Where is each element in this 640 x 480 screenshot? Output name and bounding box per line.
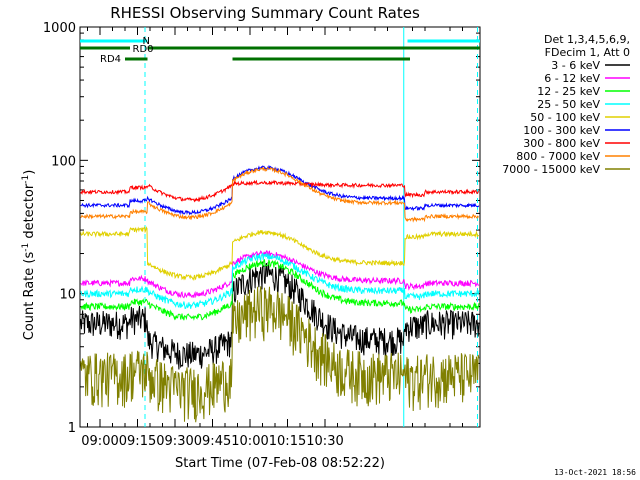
legend-entry-0: 3 - 6 keV [551, 59, 600, 72]
flag-label-rd4: RD4 [100, 54, 121, 65]
series-line-0 [80, 261, 480, 370]
footer-timestamp: 13-Oct-2021 18:56 [554, 468, 636, 477]
series-line-8 [80, 286, 480, 423]
series-line-1 [80, 250, 480, 299]
legend-entry-4: 50 - 100 keV [530, 111, 600, 124]
x-tick-label: 10:30 [306, 434, 343, 449]
y-axis-label-end: ) [22, 170, 37, 175]
chart-title: RHESSI Observing Summary Count Rates [110, 4, 420, 22]
plot-frame [79, 26, 481, 428]
flag-label-n: N [143, 36, 150, 47]
series-line-6 [80, 179, 480, 203]
y-axis-label-sup2: -1 [21, 175, 31, 184]
y-axis-label-sup1: -1 [21, 243, 31, 252]
series-line-7 [80, 166, 479, 223]
y-tick-label: 1 [68, 421, 76, 436]
legend: Det 1,3,4,5,6,9,FDecim 1, Att 03 - 6 keV… [502, 33, 630, 176]
plot-area: 1 10 100 1000 09:00 09:15 09:30 09:45 10:00 10:15… [43, 21, 481, 449]
series-line-2 [80, 258, 480, 321]
y-axis-label-main: Count Rate (s [22, 252, 37, 341]
legend-entry-6: 300 - 800 keV [523, 137, 600, 150]
legend-entry-5: 100 - 300 keV [523, 124, 600, 137]
legend-entry-2: 12 - 25 keV [537, 85, 600, 98]
x-axis-label: Start Time (07-Feb-08 08:52:22) [175, 456, 385, 471]
x-tick-label: 09:45 [194, 434, 231, 449]
x-tick-label: 09:30 [156, 434, 193, 449]
y-tick-label: 1000 [43, 21, 76, 36]
y-axis-label-mid: detector [22, 183, 37, 243]
y-tick-label: 100 [51, 154, 76, 169]
y-tick-label: 10 [59, 288, 76, 303]
x-tick-label: 09:00 [81, 434, 118, 449]
legend-entry-8: 7000 - 15000 keV [502, 163, 600, 176]
y-axis-label: Count Rate (s-1 detector-1) [21, 170, 37, 341]
series-line-3 [80, 252, 480, 310]
series-line-4 [80, 226, 480, 281]
x-tick-label: 10:15 [269, 434, 306, 449]
legend-entry-7: 800 - 7000 keV [516, 150, 600, 163]
legend-entry-3: 25 - 50 keV [537, 98, 600, 111]
flag-label-rd0: RD0 [133, 44, 154, 55]
x-tick-label: 10:00 [231, 434, 268, 449]
legend-header: FDecim 1, Att 0 [545, 46, 630, 59]
legend-entry-1: 6 - 12 keV [544, 72, 600, 85]
x-tick-label: 09:15 [119, 434, 156, 449]
legend-header: Det 1,3,4,5,6,9, [544, 33, 630, 46]
